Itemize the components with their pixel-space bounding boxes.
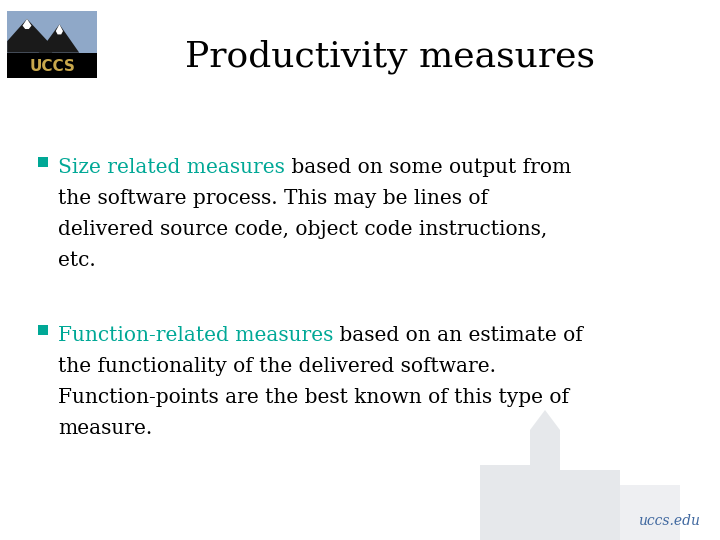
Text: etc.: etc.	[58, 251, 96, 270]
Text: delivered source code, object code instructions,: delivered source code, object code instr…	[58, 220, 547, 239]
Bar	[7, 52, 97, 78]
Polygon shape	[530, 410, 560, 540]
Text: based on an estimate of: based on an estimate of	[333, 326, 583, 345]
Polygon shape	[7, 19, 53, 52]
Polygon shape	[620, 485, 680, 540]
Polygon shape	[560, 470, 620, 540]
Bar	[7, 11, 97, 52]
Polygon shape	[56, 24, 63, 35]
Text: the functionality of the delivered software.: the functionality of the delivered softw…	[58, 357, 496, 376]
Polygon shape	[480, 465, 530, 540]
Text: the software process. This may be lines of: the software process. This may be lines …	[58, 189, 488, 208]
Text: uccs.edu: uccs.edu	[638, 514, 700, 528]
Bar	[38, 157, 48, 167]
Text: Size related measures: Size related measures	[58, 158, 285, 177]
Polygon shape	[22, 19, 32, 29]
Text: Function-points are the best known of this type of: Function-points are the best known of th…	[58, 388, 569, 407]
Text: UCCS: UCCS	[30, 59, 75, 73]
Text: measure.: measure.	[58, 419, 152, 438]
Polygon shape	[39, 24, 79, 52]
Text: based on some output from: based on some output from	[285, 158, 571, 177]
Text: Productivity measures: Productivity measures	[185, 40, 595, 75]
Bar	[38, 325, 48, 335]
Text: Function-related measures: Function-related measures	[58, 326, 333, 345]
